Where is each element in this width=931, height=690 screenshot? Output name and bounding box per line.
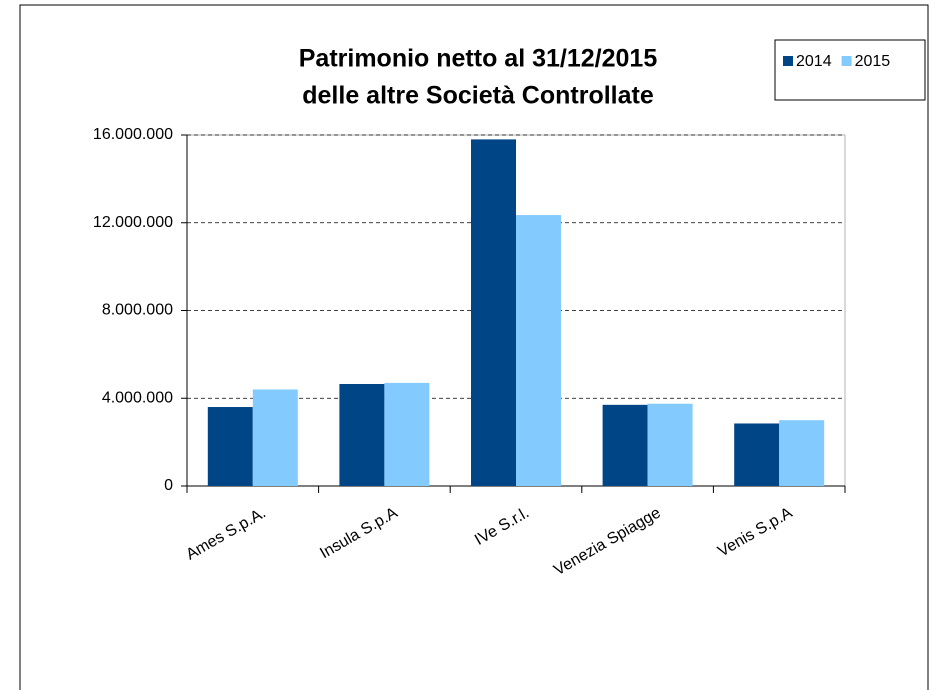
bar	[734, 423, 780, 486]
page-frame	[19, 4, 929, 690]
y-tick-label: 16.000.000	[93, 126, 173, 143]
legend-label: 2015	[855, 53, 891, 70]
bar	[339, 383, 385, 486]
x-tick-label: Venis S.p.A	[715, 504, 795, 560]
x-tick-label: IVe S.r.l.	[472, 504, 532, 549]
x-tick-label: Ames S.p.A.	[183, 504, 269, 563]
legend-label: 2014	[796, 53, 832, 70]
legend-box	[774, 39, 926, 101]
bar	[384, 382, 430, 486]
bar	[602, 404, 648, 486]
bar	[252, 389, 298, 486]
bar	[207, 407, 253, 486]
chart-title: delle altre Società Controllate	[302, 82, 654, 110]
legend-swatch	[841, 56, 852, 66]
bar	[647, 403, 693, 486]
y-tick-label: 12.000.000	[93, 214, 173, 231]
x-tick-label: Insula S.p.A	[317, 504, 401, 562]
bar	[779, 420, 825, 486]
y-tick-label: 4.000.000	[102, 389, 173, 406]
bar	[516, 215, 561, 486]
bar	[471, 139, 516, 486]
legend-swatch	[783, 56, 793, 66]
x-tick-label: Venezia Spiagge	[551, 504, 664, 579]
y-tick-label: 0	[164, 477, 173, 494]
chart-title: Patrimonio netto al 31/12/2015	[299, 45, 658, 73]
y-tick-label: 8.000.000	[102, 302, 173, 319]
